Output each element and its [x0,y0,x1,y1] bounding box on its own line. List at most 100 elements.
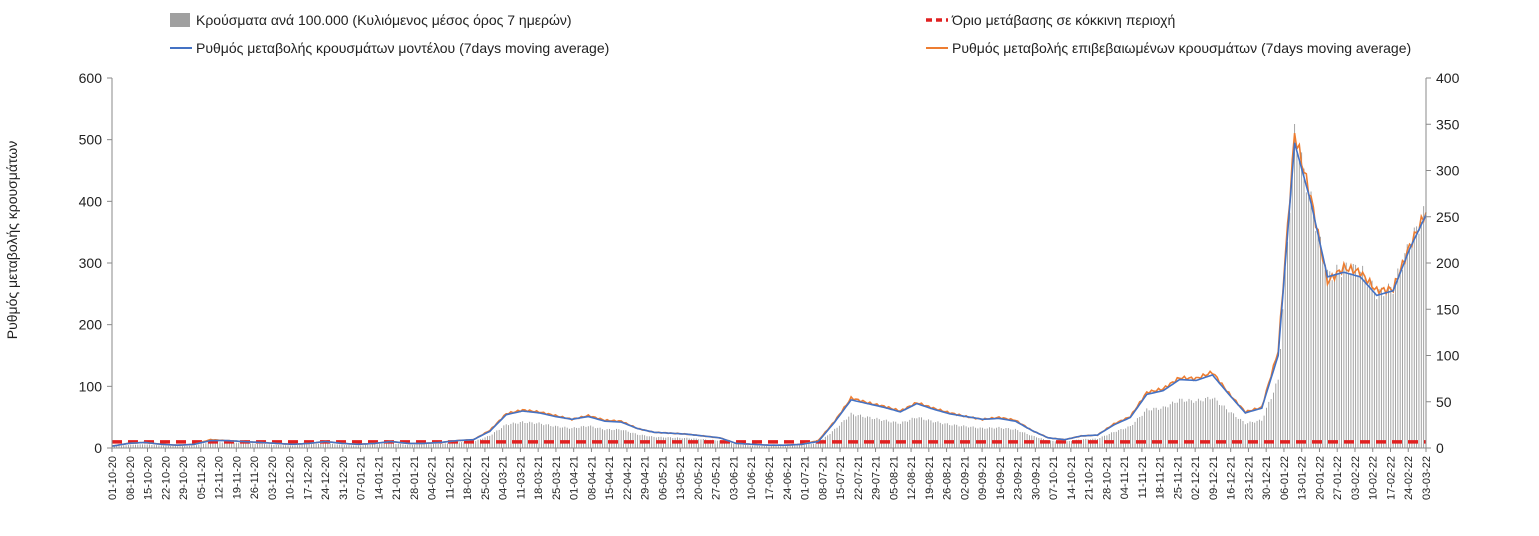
x-tick-label: 18-11-21 [1155,456,1167,499]
x-tick-label: 24-02-22 [1403,456,1415,500]
x-tick-label: 18-02-21 [462,456,474,500]
x-tick-label: 10-12-20 [285,456,297,500]
y-tick-label-right: 100 [1436,348,1460,364]
x-tick-label: 09-09-21 [977,456,989,500]
x-tick-label: 22-04-21 [622,456,634,500]
x-tick-label: 29-04-21 [640,456,652,500]
y-tick-label-left: 200 [79,317,103,333]
x-tick-label: 22-07-21 [853,456,865,500]
x-tick-label: 03-02-22 [1350,456,1362,500]
x-tick-label: 04-02-21 [427,456,439,500]
x-tick-label: 08-07-21 [817,456,829,500]
x-tick-label: 06-05-21 [658,456,670,500]
x-tick-label: 21-10-21 [1084,456,1096,500]
legend-label: Ρυθμός μεταβολής επιβεβαιωμένων κρουσμάτ… [952,40,1411,56]
x-tick-label: 05-08-21 [888,456,900,500]
legend-item-model: Ρυθμός μεταβολής κρουσμάτων μοντέλου (7d… [170,40,609,56]
x-tick-label: 19-08-21 [924,456,936,500]
x-tick-label: 03-06-21 [729,456,741,500]
x-tick-label: 02-09-21 [959,456,971,500]
legend-label: Κρούσματα ανά 100.000 (Κυλιόμενος μέσος … [196,12,572,28]
x-tick-label: 07-01-21 [356,456,368,500]
x-tick-label: 31-12-20 [338,456,350,500]
x-tick-label: 23-09-21 [1013,456,1025,500]
x-tick-label: 15-04-21 [604,456,616,500]
y-tick-label-left: 300 [79,255,103,271]
x-tick-label: 16-09-21 [995,456,1007,500]
x-tick-label: 30-12-21 [1261,456,1273,500]
legend-item-bars: Κρούσματα ανά 100.000 (Κυλιόμενος μέσος … [170,12,572,28]
y-tick-label-left: 500 [79,132,103,148]
axes: 0 100 200 300 400 500 600 0 50 100 150 200 250 300 350… [79,70,1460,500]
x-tick-label: 10-06-21 [746,456,758,500]
x-tick-label: 23-12-21 [1243,456,1255,500]
x-tick-label: 21-01-21 [391,456,403,500]
x-tick-label: 25-02-21 [480,456,492,500]
x-tick-label: 24-12-20 [320,456,332,500]
legend-label: Ρυθμός μεταβολής κρουσμάτων μοντέλου (7d… [196,40,609,56]
x-tick-label: 11-11-21 [1137,456,1149,498]
x-tick-label: 29-07-21 [871,456,883,500]
y-tick-label-right: 350 [1436,116,1460,132]
x-tick-label: 13-05-21 [675,456,687,500]
x-tick-label: 17-02-22 [1386,456,1398,500]
x-tick-label: 08-10-20 [125,456,137,500]
x-tick-label: 25-11-21 [1172,456,1184,499]
y-tick-label-left: 400 [79,193,103,209]
x-tick-label: 28-01-21 [409,456,421,500]
y-axis-label: Ρυθμός μεταβολής κρουσμάτων [4,141,20,339]
y-tick-label-right: 0 [1436,440,1444,456]
x-tick-label: 08-04-21 [586,456,598,500]
x-tick-label: 01-07-21 [800,456,812,500]
legend-item-threshold: Όριο μετάβασης σε κόκκινη περιοχή [926,12,1175,28]
y-tick-label-right: 300 [1436,163,1460,179]
y-tick-label-left: 100 [79,378,103,394]
x-tick-label: 27-01-22 [1332,456,1344,500]
x-tick-label: 22-10-20 [160,456,172,500]
x-tick-label: 01-10-20 [107,456,119,500]
y-tick-label-right: 150 [1436,301,1460,317]
x-tick-label: 04-03-21 [498,456,510,500]
y-tick-label-right: 400 [1436,70,1460,86]
x-tick-label: 19-11-20 [231,456,243,499]
x-tick-label: 20-05-21 [693,456,705,500]
model-series-line [111,142,1427,447]
x-tick-label: 12-11-20 [214,456,226,499]
x-tick-label: 02-12-21 [1190,456,1202,500]
y-tick-label-right: 50 [1436,394,1452,410]
x-tick-label: 17-06-21 [764,456,776,500]
plot-area [112,78,1426,448]
x-tick-label: 01-04-21 [569,456,581,500]
y-tick-label-right: 200 [1436,255,1460,271]
y-tick-label-left: 0 [94,440,102,456]
x-tick-label: 20-01-22 [1315,456,1327,500]
legend-label: Όριο μετάβασης σε κόκκινη περιοχή [951,12,1175,28]
y-tick-label-left: 600 [79,70,103,86]
x-tick-label: 24-06-21 [782,456,794,500]
x-tick-label: 26-11-20 [249,456,261,499]
x-tick-label: 06-01-22 [1279,456,1291,500]
plot-background [112,78,1426,448]
x-tick-label: 18-03-21 [533,456,545,500]
x-tick-label: 11-02-21 [444,456,456,499]
x-tick-label: 12-08-21 [906,456,918,500]
x-tick-label: 11-03-21 [515,456,527,499]
x-tick-label: 25-03-21 [551,456,563,500]
x-tick-label: 09-12-21 [1208,456,1220,500]
x-tick-label: 15-10-20 [143,456,155,500]
x-tick-label: 13-01-22 [1297,456,1309,500]
x-tick-label: 10-02-22 [1368,456,1380,500]
x-tick-label: 05-11-20 [196,456,208,499]
x-tick-label: 14-10-21 [1066,456,1078,500]
x-tick-label: 15-07-21 [835,456,847,500]
x-tick-label: 27-05-21 [711,456,723,500]
legend: Κρούσματα ανά 100.000 (Κυλιόμενος μέσος … [170,12,1411,56]
x-tick-label: 30-09-21 [1030,456,1042,500]
line-series [111,132,1427,447]
x-tick-label: 14-01-21 [373,456,385,500]
x-tick-label: 28-10-21 [1101,456,1113,500]
x-tick-label: 04-11-21 [1119,456,1131,499]
x-tick-label: 03-12-20 [267,456,279,500]
